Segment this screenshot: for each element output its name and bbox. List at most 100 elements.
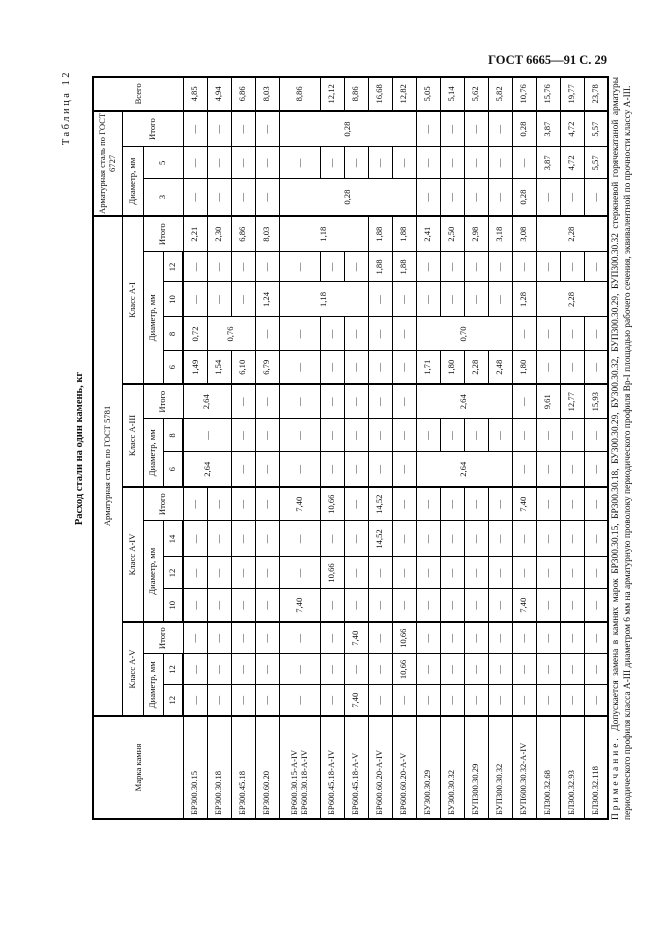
- table-cell: —: [392, 685, 416, 716]
- table-cell: 5,57: [584, 146, 608, 179]
- mark-label: БР600.60.20-А-V: [398, 752, 409, 815]
- header-itogo-av: Итого: [143, 622, 183, 654]
- table-cell: —: [416, 282, 440, 317]
- table-cell: —: [440, 557, 464, 589]
- table-cell: —: [416, 178, 440, 216]
- table-cell: —: [207, 622, 231, 654]
- table-cell: 7,40: [344, 685, 368, 716]
- table-cell: —: [416, 589, 440, 622]
- table-cell: —: [488, 557, 512, 589]
- table-cell: 1,88: [368, 215, 392, 252]
- table-cell: —: [440, 654, 464, 685]
- mark-label: БУ300.30.32: [446, 769, 457, 815]
- row-mark: БР600.45.18-А-IV: [320, 716, 344, 819]
- header-d-gost6727-5: 5: [143, 146, 183, 179]
- table-cell: —: [255, 317, 279, 351]
- table-cell: —: [440, 487, 464, 521]
- table-cell: —: [392, 351, 416, 384]
- note-text: Допускается замена в камнях марок БР300.…: [611, 76, 633, 820]
- table-row: БЛ300.32.118— — — — — — — — —15,93— — — —5,57 5,57 23…: [584, 76, 608, 819]
- table-cell: —: [488, 622, 512, 654]
- table-cell: —: [440, 178, 464, 216]
- mark-label: БЛ300.32.93: [566, 770, 577, 815]
- table-cell: —: [320, 317, 344, 351]
- table-cell: 2,30: [207, 215, 231, 252]
- mark-label: БУП300.30.32: [494, 763, 505, 815]
- table-cell: —: [320, 252, 344, 282]
- table-cell: —: [512, 452, 536, 487]
- table-cell: —: [440, 521, 464, 557]
- table-cell: 4,72: [560, 110, 584, 147]
- table-cell: 4,72: [560, 146, 584, 179]
- table-cell: —: [536, 685, 560, 716]
- table-cell: 7,40: [279, 589, 320, 622]
- table-cell: —: [344, 452, 368, 487]
- table-cell: —: [536, 521, 560, 557]
- table-cell: —: [231, 589, 255, 622]
- table-cell: —: [392, 419, 416, 452]
- table-cell: —: [560, 557, 584, 589]
- table-cell: 8,86: [344, 76, 368, 111]
- row-mark: БУП300.30.29: [464, 716, 488, 819]
- table-cell: 2,41: [416, 215, 440, 252]
- table-row: БУ300.30.29— — — — — — —2,64—2,64 1,71 0,70— —2,4…: [416, 76, 512, 819]
- table-cell: —: [560, 622, 584, 654]
- table-cell: 1,28: [512, 282, 536, 317]
- table-cell: —: [183, 487, 207, 521]
- table-cell: 12,12: [320, 76, 344, 111]
- header-diameter-ai: Диаметр, мм: [143, 252, 163, 384]
- table-cell: —: [440, 252, 464, 282]
- header-itogo-ai: Итого: [143, 215, 183, 252]
- table-cell: —: [560, 452, 584, 487]
- table-cell: —: [512, 685, 536, 716]
- table-cell: 0,70: [416, 317, 512, 351]
- table-cell: 3,87: [536, 110, 560, 147]
- row-mark: БУ300.30.29: [416, 716, 440, 819]
- table-cell: 10,66: [320, 557, 344, 589]
- table-cell: —: [207, 282, 231, 317]
- table-cell: —: [464, 622, 488, 654]
- table-cell: 9,61: [536, 384, 560, 419]
- mark-label: БЛ300.32.68: [542, 770, 553, 815]
- mark-label: БР600.30.18-А-IV: [298, 749, 309, 815]
- table-cell: —: [392, 317, 416, 351]
- table-cell: —: [255, 622, 279, 654]
- table-cell: 2,64: [183, 452, 231, 487]
- table-cell: 0,76: [207, 317, 255, 351]
- table-cell: —: [320, 654, 344, 685]
- table-cell: —: [368, 317, 392, 351]
- table-cell: —: [584, 351, 608, 384]
- table-cell: —: [584, 685, 608, 716]
- header-d-aiv: 10: [163, 589, 183, 622]
- table-cell: —: [231, 452, 255, 487]
- table-cell: —: [183, 521, 207, 557]
- table-cell: —: [255, 685, 279, 716]
- table-cell: 1,18: [279, 215, 368, 252]
- mark-label: БР300.60.20: [261, 770, 272, 815]
- table-cell: 2,50: [440, 215, 464, 252]
- header-d-aiv: 14: [163, 521, 183, 557]
- table-cell: 2,64: [416, 452, 512, 487]
- table-cell: —: [183, 252, 207, 282]
- table-cell: —: [536, 654, 560, 685]
- table-cell: —: [255, 557, 279, 589]
- table-cell: —: [584, 521, 608, 557]
- table-cell: —: [231, 282, 255, 317]
- mark-label: БЛ300.32.118: [590, 766, 601, 815]
- table-cell: —: [368, 557, 392, 589]
- table-cell: 7,40: [279, 487, 320, 521]
- table-cell: 1,24: [255, 282, 279, 317]
- table-cell: —: [368, 146, 392, 179]
- table-cell: —: [320, 589, 344, 622]
- table-title: Расход стали на один камень, кг: [74, 371, 85, 526]
- table-row: БУП600.30.32-А-IV — — —7,40— —7,40— — —1,80—1,…: [512, 76, 536, 819]
- table-cell: —: [368, 452, 392, 487]
- table-cell: —: [183, 654, 207, 685]
- table-cell: —: [416, 622, 440, 654]
- table-cell: 7,40: [512, 487, 536, 521]
- table-cell: —: [464, 654, 488, 685]
- table-cell: —: [183, 557, 207, 589]
- table-row: БР300.30.15— — — — — — —2,64—2,64 1,49 0,72— —2,2…: [183, 76, 231, 819]
- table-cell: 1,54: [207, 351, 231, 384]
- table-cell: —: [392, 452, 416, 487]
